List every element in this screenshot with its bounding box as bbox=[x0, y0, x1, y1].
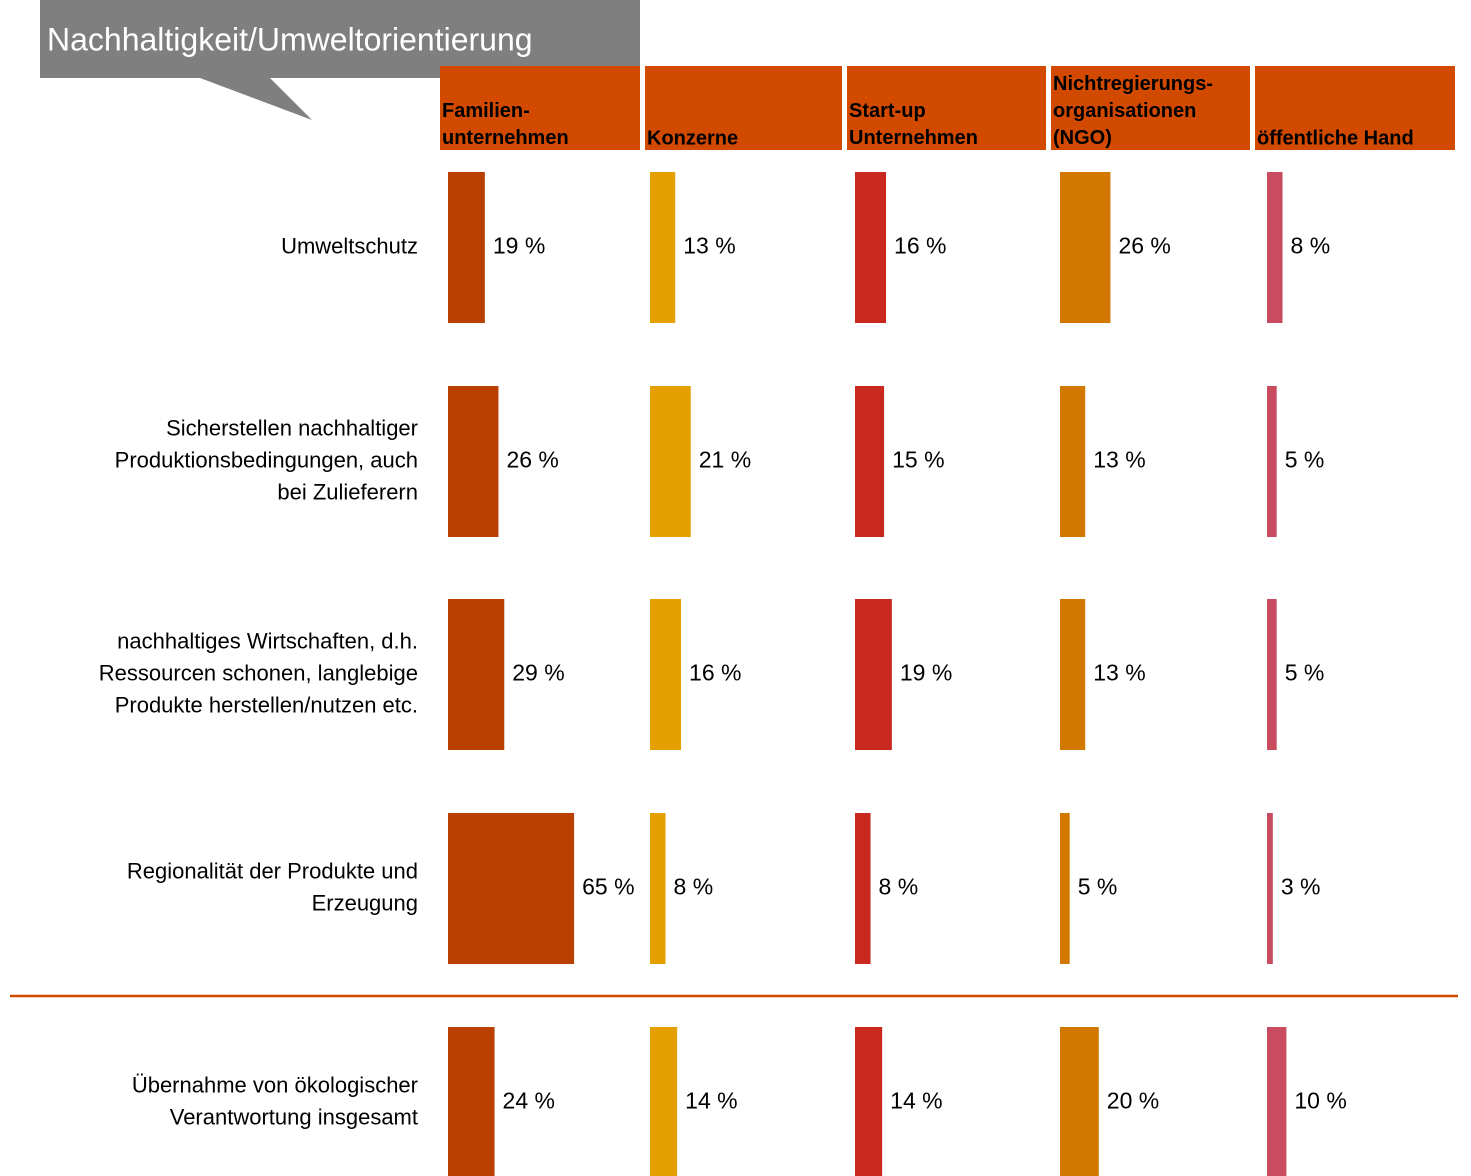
column-header-label: Start-up Unternehmen bbox=[849, 100, 978, 149]
bar bbox=[448, 1027, 495, 1176]
value-label: 13 % bbox=[683, 233, 735, 259]
value-label: 16 % bbox=[894, 233, 946, 259]
value-label: 20 % bbox=[1107, 1088, 1159, 1114]
bar bbox=[1267, 813, 1273, 964]
column-header-label: öffentliche Hand bbox=[1257, 127, 1414, 149]
bar bbox=[650, 813, 666, 964]
bar bbox=[1267, 386, 1277, 537]
value-label: 3 % bbox=[1281, 874, 1321, 900]
value-label: 15 % bbox=[892, 447, 944, 473]
value-label: 16 % bbox=[689, 660, 741, 686]
bar bbox=[855, 386, 885, 537]
bar bbox=[855, 813, 871, 964]
column-header bbox=[1255, 66, 1455, 150]
bar bbox=[1060, 599, 1086, 750]
column-header bbox=[1051, 66, 1250, 150]
value-label: 8 % bbox=[1291, 233, 1331, 259]
bar bbox=[1060, 1027, 1099, 1176]
value-label: 21 % bbox=[699, 447, 751, 473]
value-label: 29 % bbox=[512, 660, 564, 686]
value-label: 14 % bbox=[890, 1088, 942, 1114]
bar bbox=[855, 1027, 883, 1176]
value-label: 5 % bbox=[1285, 660, 1325, 686]
value-label: 26 % bbox=[1118, 233, 1170, 259]
bar bbox=[448, 172, 485, 323]
bar bbox=[448, 386, 499, 537]
value-label: 13 % bbox=[1093, 660, 1145, 686]
bar bbox=[1267, 1027, 1287, 1176]
value-label: 65 % bbox=[582, 874, 634, 900]
value-label: 26 % bbox=[506, 447, 558, 473]
column-header bbox=[645, 66, 842, 150]
value-label: 5 % bbox=[1285, 447, 1325, 473]
bar bbox=[448, 599, 505, 750]
title-box bbox=[40, 0, 640, 120]
chart-title: Nachhaltigkeit/Umweltorientierung bbox=[47, 21, 533, 57]
column-header bbox=[440, 66, 640, 150]
value-label: 5 % bbox=[1078, 874, 1118, 900]
value-label: 19 % bbox=[493, 233, 545, 259]
value-label: 13 % bbox=[1093, 447, 1145, 473]
bar bbox=[650, 172, 676, 323]
row-label: Übernahme von ökologischer Verantwortung … bbox=[132, 1072, 418, 1129]
value-label: 8 % bbox=[879, 874, 919, 900]
bar bbox=[1267, 599, 1277, 750]
value-label: 8 % bbox=[674, 874, 714, 900]
row-label: nachhaltiges Wirtschaften, d.h. Ressource… bbox=[99, 628, 418, 717]
bar bbox=[650, 1027, 678, 1176]
bar bbox=[1060, 172, 1111, 323]
bar bbox=[448, 813, 575, 964]
column-header-label: Familien-unternehmen bbox=[442, 100, 569, 149]
row-label: Sicherstellen nachhaltiger Produktionsbed… bbox=[115, 415, 418, 504]
value-label: 10 % bbox=[1294, 1088, 1346, 1114]
bar bbox=[1060, 386, 1086, 537]
column-header-label: Konzerne bbox=[647, 127, 738, 149]
value-label: 24 % bbox=[503, 1088, 555, 1114]
row-label: Umweltschutz bbox=[281, 233, 418, 258]
column-header bbox=[847, 66, 1046, 150]
value-label: 19 % bbox=[900, 660, 952, 686]
bar bbox=[1060, 813, 1070, 964]
bar bbox=[650, 599, 682, 750]
bar bbox=[855, 599, 892, 750]
row-label: Regionalität der Produkte und Erzeugung bbox=[127, 858, 418, 915]
bar bbox=[1267, 172, 1283, 323]
value-label: 14 % bbox=[685, 1088, 737, 1114]
bar bbox=[650, 386, 691, 537]
column-header-label: Nichtregierungs-organisationen (NGO) bbox=[1053, 73, 1213, 149]
bar bbox=[855, 172, 887, 323]
